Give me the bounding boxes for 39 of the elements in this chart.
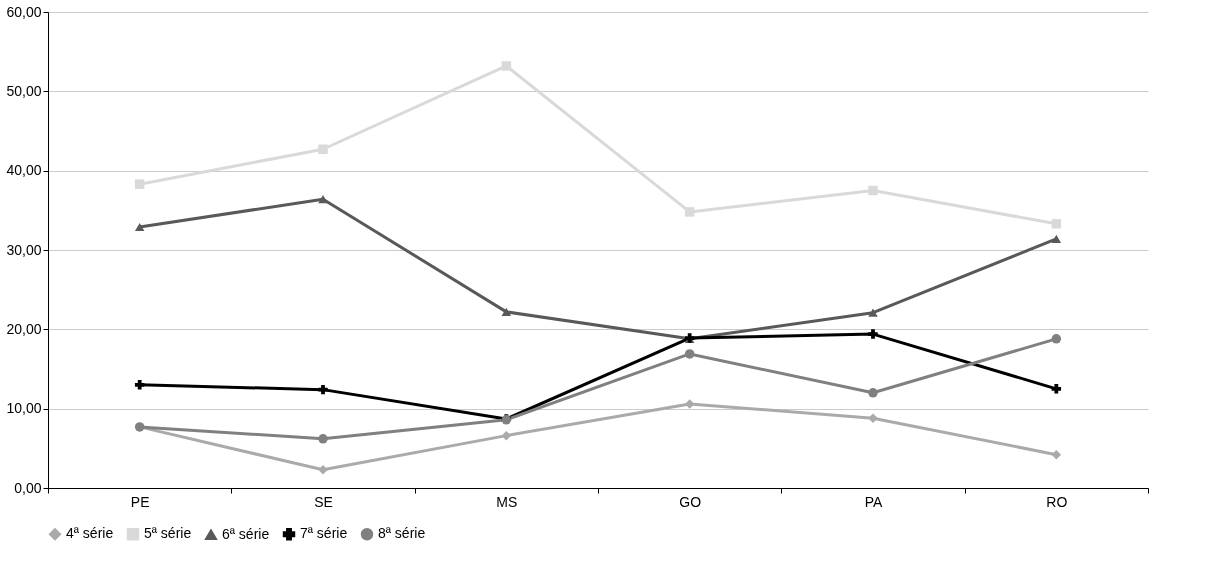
y-tick-label: 10,00 bbox=[6, 400, 42, 417]
point bbox=[868, 388, 878, 398]
x-tick-label: PA bbox=[864, 493, 883, 510]
point bbox=[318, 195, 328, 204]
point bbox=[501, 61, 512, 71]
legend-label: 5ª série bbox=[144, 525, 192, 542]
point bbox=[501, 430, 512, 441]
legend-label: 7ª série bbox=[300, 525, 348, 542]
y-tick-label: 40,00 bbox=[6, 162, 42, 179]
point bbox=[134, 179, 145, 189]
y-tick-label: 20,00 bbox=[6, 320, 42, 337]
point bbox=[1051, 219, 1062, 229]
legend-label: 8ª série bbox=[378, 525, 426, 542]
point bbox=[868, 308, 878, 317]
point bbox=[501, 307, 512, 316]
y-tick-label: 0,00 bbox=[14, 479, 42, 496]
point bbox=[684, 349, 695, 359]
point bbox=[1051, 234, 1062, 243]
y-tick-label: 30,00 bbox=[6, 241, 42, 258]
x-tick-label: GO bbox=[679, 493, 702, 510]
x-tick-label: PE bbox=[130, 493, 150, 510]
point bbox=[868, 329, 878, 339]
legend-label: 6ª série bbox=[222, 525, 270, 542]
x-tick-label: MS bbox=[496, 493, 518, 510]
x-tick-label: RO bbox=[1046, 493, 1068, 510]
point bbox=[1051, 449, 1062, 460]
point bbox=[684, 207, 695, 217]
point bbox=[318, 144, 328, 154]
point bbox=[868, 185, 878, 196]
point bbox=[1051, 334, 1062, 344]
point bbox=[134, 380, 145, 390]
point bbox=[1051, 384, 1062, 394]
point bbox=[318, 434, 328, 444]
x-tick-label: SE bbox=[314, 493, 333, 510]
point bbox=[134, 222, 145, 232]
y-tick-label: 60,00 bbox=[6, 3, 42, 20]
y-tick-label: 50,00 bbox=[6, 82, 42, 99]
point bbox=[318, 384, 328, 395]
legend-label: 4ª série bbox=[66, 525, 114, 542]
